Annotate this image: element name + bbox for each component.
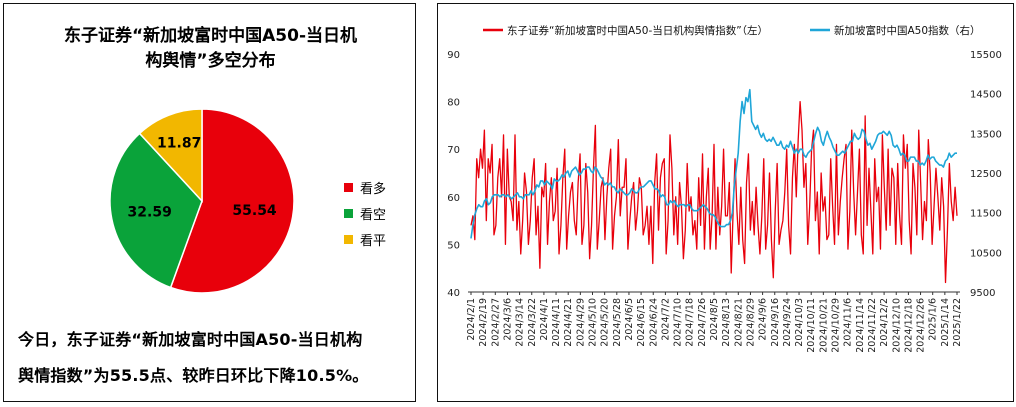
y-left-tick-label: 90 <box>447 50 460 61</box>
line-chart: 东子证券“新加坡富时中国A50-当日机构舆情指数”（左） 新加坡富时中国A50指数… <box>447 24 1002 353</box>
x-tick-label: 2024/12/2 <box>879 298 890 347</box>
y-right-tick-label: 12500 <box>970 169 1002 180</box>
x-tick-label: 2024/6/24 <box>648 298 659 347</box>
line-chart-legend: 东子证券“新加坡富时中国A50-当日机构舆情指数”（左） 新加坡富时中国A50指数… <box>483 24 981 37</box>
x-tick-label: 2025/1/14 <box>940 298 951 347</box>
y-left-tick-label: 40 <box>447 288 460 299</box>
pie-slice-bearish <box>109 132 203 289</box>
pie-value-label-neutral: 11.87 <box>157 136 201 152</box>
y-right-tick-label: 9500 <box>970 288 995 299</box>
legend-label-neutral: 看平 <box>360 233 387 249</box>
x-tick-label: 2025/1/6 <box>928 298 939 341</box>
x-tick-label: 2024/10/11 <box>806 298 817 353</box>
pie-chart-panel: 东子证券“新加坡富时中国A50-当日机 构舆情”多空分布 55.54 32.59 1… <box>3 3 416 402</box>
x-tick-label: 2024/3/14 <box>515 298 526 347</box>
x-tick-label: 2024/8/5 <box>709 298 720 341</box>
legend-swatch-bullish <box>344 182 353 192</box>
x-tick-label: 2024/4/29 <box>575 298 586 347</box>
pie-chart-title: 东子证券“新加坡富时中国A50-当日机 构舆情”多空分布 <box>4 24 417 74</box>
x-tick-label: 2024/3/22 <box>527 298 538 347</box>
legend-item-bearish: 看空 <box>344 200 386 226</box>
x-tick-label: 2024/7/26 <box>697 298 708 347</box>
x-tick-label: 2024/3/6 <box>502 298 513 341</box>
x-tick-label: 2024/9/24 <box>782 298 793 347</box>
x-tick-label: 2024/9/6 <box>758 298 769 341</box>
legend-item-neutral: 看平 <box>344 226 386 252</box>
x-tick-label: 2024/10/3 <box>794 298 805 347</box>
y-left-tick-label: 80 <box>447 98 460 109</box>
x-tick-label: 2024/4/11 <box>551 298 562 347</box>
x-tick-label: 2024/2/19 <box>478 298 489 347</box>
y-right-tick-label: 10500 <box>970 248 1002 259</box>
x-tick-label: 2024/11/22 <box>867 298 878 353</box>
pie-title-line-1: 东子证券“新加坡富时中国A50-当日机 <box>63 26 358 46</box>
legend-swatch-neutral <box>344 234 353 244</box>
x-tick-label: 2024/8/13 <box>721 298 732 347</box>
x-tick-label: 2024/6/15 <box>636 298 647 347</box>
pie-chart: 55.54 32.59 11.87 <box>109 108 295 294</box>
legend-label-a50: 新加坡富时中国A50指数（右） <box>834 24 981 37</box>
x-tick-label: 2024/10/21 <box>818 298 829 353</box>
x-tick-label: 2024/5/20 <box>600 298 611 347</box>
legend-label-bullish: 看多 <box>360 181 387 197</box>
x-tick-label: 2024/12/18 <box>903 298 914 353</box>
legend-label-sentiment: 东子证券“新加坡富时中国A50-当日机构舆情指数”（左） <box>507 24 768 37</box>
x-tick-label: 2024/9/16 <box>770 298 781 347</box>
series-line-a50-index <box>470 88 957 239</box>
legend-label-bearish: 看空 <box>360 207 387 223</box>
y-left-tick-label: 60 <box>447 193 460 204</box>
x-tick-label: 2024/7/2 <box>660 298 671 341</box>
x-tick-label: 2024/6/5 <box>624 298 635 341</box>
x-tick-label: 2024/8/29 <box>745 298 756 347</box>
y-left-tick-label: 50 <box>447 240 460 251</box>
pie-slice-bullish <box>169 108 295 294</box>
x-tick-label: 2024/12/10 <box>891 298 902 353</box>
y-right-tick-label: 11500 <box>970 209 1002 220</box>
x-tick-label: 2024/2/1 <box>466 298 477 341</box>
pie-slice-neutral <box>138 108 203 203</box>
y-right-tick-label: 15500 <box>970 50 1002 61</box>
x-tick-label: 2024/4/21 <box>563 298 574 347</box>
x-tick-label: 2024/4/1 <box>539 298 550 341</box>
x-tick-label: 2024/7/10 <box>673 298 684 347</box>
x-tick-label: 2024/12/26 <box>916 298 927 353</box>
pie-value-label-bearish: 32.59 <box>128 205 172 221</box>
pie-title-line-2: 构舆情”多空分布 <box>145 51 276 71</box>
x-tick-label: 2024/2/27 <box>490 298 501 347</box>
y-right-tick-label: 13500 <box>970 129 1002 140</box>
pie-value-label-bullish: 55.54 <box>232 203 277 219</box>
summary-line-2: 舆情指数”为55.5点、较昨日环比下降10.5%。 <box>18 366 369 385</box>
y-right-tick-label: 14500 <box>970 90 1002 101</box>
x-tick-label: 2024/10/29 <box>831 298 842 353</box>
legend-item-bullish: 看多 <box>344 174 386 200</box>
y-left-tick-label: 70 <box>447 145 460 156</box>
x-tick-label: 2024/8/21 <box>733 298 744 347</box>
x-tick-label: 2024/7/18 <box>685 298 696 347</box>
x-tick-label: 2024/5/28 <box>612 298 623 347</box>
x-tick-label: 2025/1/22 <box>952 298 963 347</box>
series-line-sentiment-index <box>470 100 958 284</box>
summary-text: 今日，东子证券“新加坡富时中国A50-当日机构 舆情指数”为55.5点、较昨日环… <box>18 322 410 394</box>
line-chart-panel: 东子证券“新加坡富时中国A50-当日机构舆情指数”（左） 新加坡富时中国A50指数… <box>437 3 1014 402</box>
x-tick-label: 2024/11/6 <box>843 298 854 347</box>
summary-line-1: 今日，东子证券“新加坡富时中国A50-当日机构 <box>18 330 363 349</box>
x-tick-label: 2024/5/10 <box>588 298 599 347</box>
legend-swatch-bearish <box>344 208 353 218</box>
x-tick-label: 2024/11/14 <box>855 298 866 353</box>
pie-legend: 看多 看空 看平 <box>344 174 386 252</box>
